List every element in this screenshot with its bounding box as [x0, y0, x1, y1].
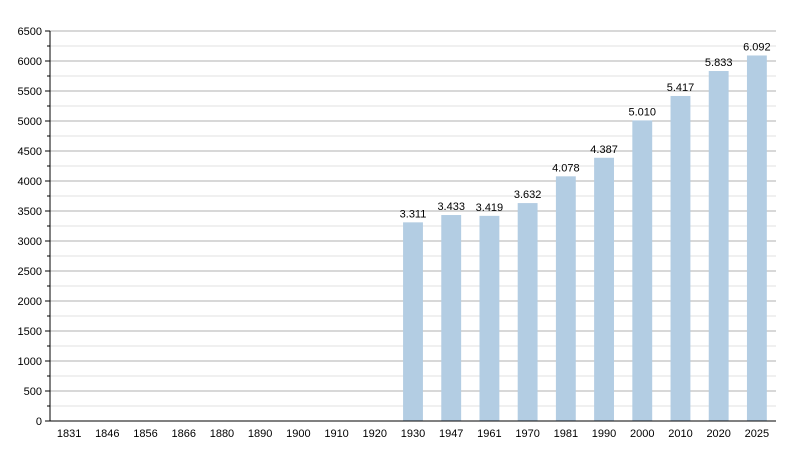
- x-tick-label-1920: 1920: [363, 428, 387, 440]
- x-tick-label-1947: 1947: [439, 428, 463, 440]
- x-tick-label-1831: 1831: [57, 428, 81, 440]
- x-tick-label-2010: 2010: [668, 428, 692, 440]
- bar-2010: [670, 95, 691, 421]
- bar-2000: [632, 120, 653, 422]
- y-tick-label: 4500: [18, 146, 42, 158]
- data-label-2010: 5.417: [667, 82, 695, 94]
- data-label-1961: 3.419: [476, 202, 504, 214]
- bar-2025: [746, 55, 767, 421]
- y-tick-label: 4000: [18, 176, 42, 188]
- y-tick-label: 0: [36, 416, 42, 428]
- y-tick-label: 6000: [18, 56, 42, 68]
- y-tick-label: 5500: [18, 86, 42, 98]
- x-tick-label-1930: 1930: [401, 428, 425, 440]
- y-tick-label: 3500: [18, 206, 42, 218]
- x-tick-label-1856: 1856: [133, 428, 157, 440]
- data-label-1947: 3.433: [437, 201, 465, 213]
- bar-1947: [441, 215, 462, 421]
- x-tick-label-1890: 1890: [248, 428, 272, 440]
- x-tick-label-2020: 2020: [706, 428, 730, 440]
- x-tick-label-1880: 1880: [210, 428, 234, 440]
- x-tick-label-1846: 1846: [95, 428, 119, 440]
- bar-1930: [403, 222, 423, 421]
- x-tick-label-1961: 1961: [477, 428, 501, 440]
- bar-1981: [555, 176, 576, 421]
- x-tick-label-1910: 1910: [324, 428, 348, 440]
- y-tick-label: 2000: [18, 296, 42, 308]
- y-tick-label: 5000: [18, 116, 42, 128]
- y-tick-label: 6500: [18, 26, 42, 38]
- y-tick-label: 1500: [18, 326, 42, 338]
- x-tick-label-2025: 2025: [745, 428, 769, 440]
- y-tick-label: 500: [24, 386, 42, 398]
- x-tick-label-1866: 1866: [171, 428, 195, 440]
- y-tick-label: 3000: [18, 236, 42, 248]
- data-label-2000: 5.010: [628, 106, 656, 118]
- x-tick-label-1990: 1990: [592, 428, 616, 440]
- bar-1990: [594, 157, 614, 421]
- y-tick-label: 1000: [18, 356, 42, 368]
- bar-1970: [517, 203, 538, 421]
- axes: 0 500 1000 1500 2000 2500 3000 3500 4000 4500 5000…: [18, 26, 776, 440]
- x-tick-label-1970: 1970: [515, 428, 539, 440]
- bar-1961: [479, 215, 500, 421]
- bars: [403, 55, 767, 422]
- data-label-1970: 3.632: [514, 189, 542, 201]
- data-labels: 3.311 3.433 3.419 3.632 4.078 4.387 5.010 5.417…: [400, 41, 771, 220]
- data-label-2020: 5.833: [705, 57, 733, 69]
- bar-2020: [708, 71, 729, 422]
- x-tick-label-1981: 1981: [554, 428, 578, 440]
- x-tick-label-2000: 2000: [630, 428, 654, 440]
- y-tick-label: 2500: [18, 266, 42, 278]
- data-label-1990: 4.387: [590, 144, 618, 156]
- data-label-1930: 3.311: [400, 208, 427, 220]
- data-label-2025: 6.092: [743, 41, 771, 53]
- data-label-1981: 4.078: [552, 162, 580, 174]
- x-tick-label-1900: 1900: [286, 428, 310, 440]
